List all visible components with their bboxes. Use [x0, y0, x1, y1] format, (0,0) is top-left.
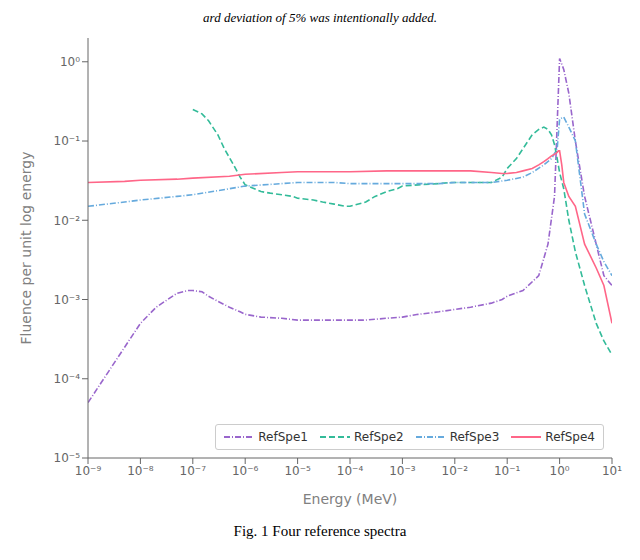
svg-text:10⁻⁶: 10⁻⁶	[232, 464, 259, 478]
svg-text:10⁻⁵: 10⁻⁵	[54, 451, 81, 465]
svg-text:10⁻⁷: 10⁻⁷	[180, 464, 207, 478]
svg-text:10⁻¹: 10⁻¹	[494, 464, 521, 478]
svg-text:10⁻⁴: 10⁻⁴	[337, 464, 364, 478]
svg-text:10⁻²: 10⁻²	[442, 464, 469, 478]
svg-text:10⁰: 10⁰	[550, 464, 570, 478]
html-text:RefSpe4: RefSpe4	[545, 430, 595, 444]
svg-text:10⁻⁵: 10⁻⁵	[284, 464, 311, 478]
html-text:RefSpe3: RefSpe3	[449, 430, 500, 444]
svg-text:10⁻³: 10⁻³	[389, 464, 416, 478]
html-text:Fig. 1 Four reference spectra: Fig. 1 Four reference spectra	[233, 523, 407, 539]
html-text:RefSpe1: RefSpe1	[258, 430, 308, 444]
svg-text:10⁻³: 10⁻³	[54, 293, 81, 307]
svg-text:Energy (MeV): Energy (MeV)	[303, 491, 398, 507]
svg-text:10⁰: 10⁰	[60, 55, 80, 69]
html-text:RefSpe2: RefSpe2	[354, 430, 404, 444]
svg-text:10⁻⁴: 10⁻⁴	[54, 372, 81, 386]
html-text:ard deviation of 5% was intent: ard deviation of 5% was intentionally ad…	[203, 10, 437, 25]
svg-text:10⁻⁹: 10⁻⁹	[75, 464, 102, 478]
svg-text:10¹: 10¹	[602, 464, 622, 478]
svg-text:10⁻⁸: 10⁻⁸	[127, 464, 154, 478]
svg-text:Fluence per unit log energy: Fluence per unit log energy	[18, 152, 34, 345]
svg-text:10⁻²: 10⁻²	[54, 214, 81, 228]
svg-text:10⁻¹: 10⁻¹	[54, 134, 81, 148]
